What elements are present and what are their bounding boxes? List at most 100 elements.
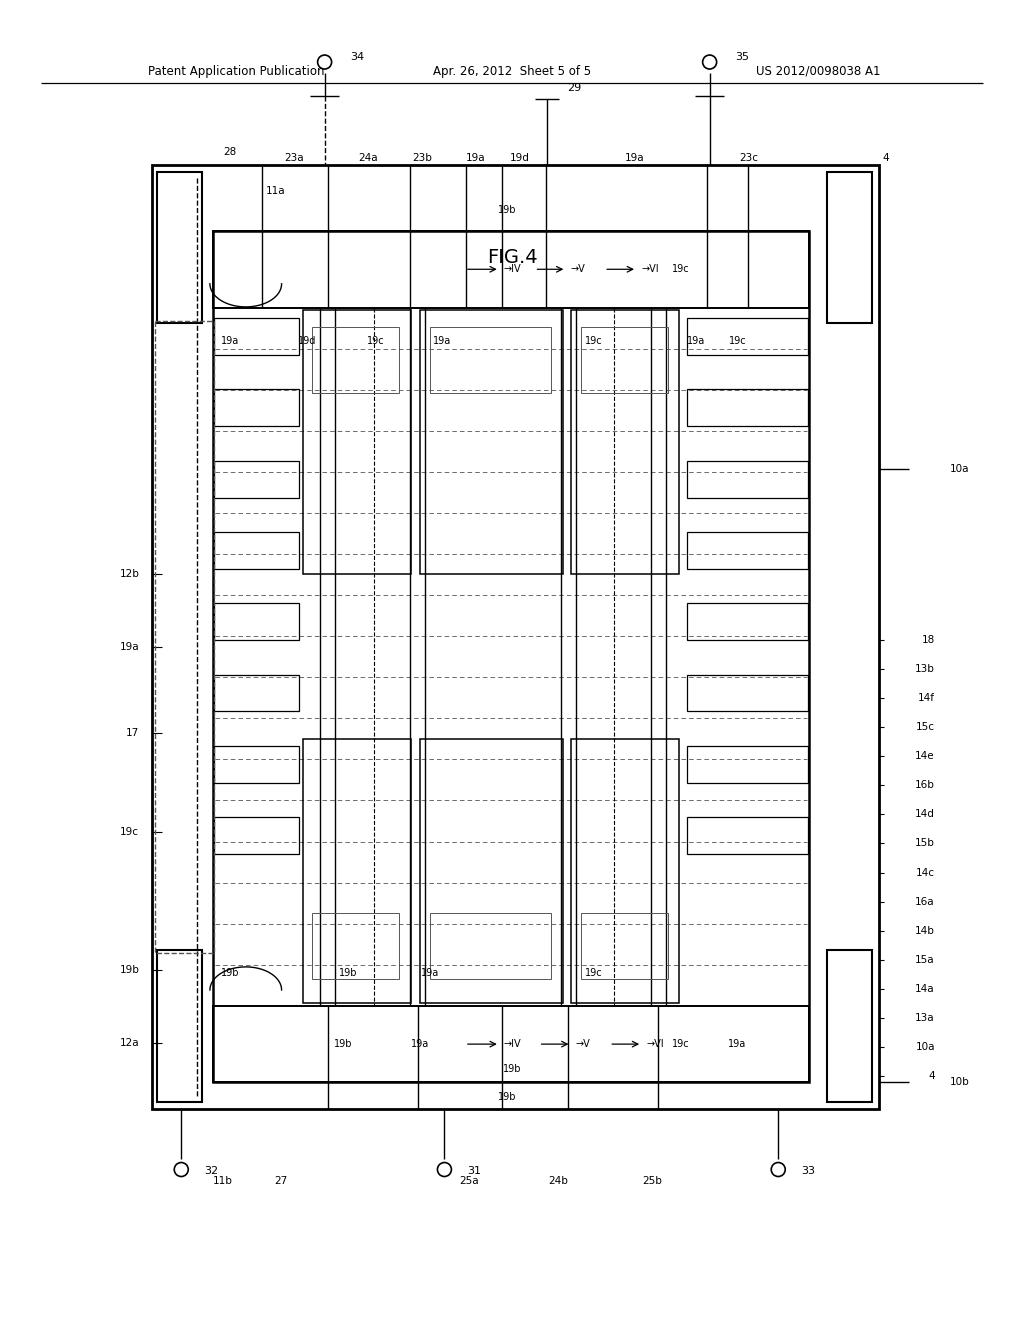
Text: →V: →V bbox=[575, 1039, 590, 1049]
Text: 14a: 14a bbox=[915, 983, 935, 994]
Bar bbox=[214, 675, 299, 711]
Text: 32: 32 bbox=[204, 1166, 218, 1176]
Text: →VI: →VI bbox=[646, 1039, 664, 1049]
Bar bbox=[214, 318, 299, 355]
Text: 12a: 12a bbox=[120, 1038, 139, 1048]
Bar bbox=[303, 739, 411, 1003]
Text: 19b: 19b bbox=[498, 1092, 516, 1102]
Bar bbox=[214, 603, 299, 640]
Text: 14f: 14f bbox=[918, 693, 935, 704]
Text: 24a: 24a bbox=[358, 153, 378, 164]
Bar bbox=[152, 165, 879, 1109]
Text: 12b: 12b bbox=[120, 569, 139, 579]
Text: 19b: 19b bbox=[221, 968, 240, 978]
Bar bbox=[687, 746, 808, 783]
Text: 16b: 16b bbox=[915, 780, 935, 791]
Text: 14e: 14e bbox=[915, 751, 935, 762]
Text: 19a: 19a bbox=[421, 968, 439, 978]
Bar bbox=[571, 739, 679, 1003]
Text: 13b: 13b bbox=[915, 664, 935, 675]
Bar bbox=[687, 318, 808, 355]
Bar bbox=[157, 950, 202, 1102]
Bar bbox=[214, 746, 299, 783]
Bar bbox=[687, 817, 808, 854]
Text: 31: 31 bbox=[467, 1166, 481, 1176]
Text: 33: 33 bbox=[801, 1166, 815, 1176]
Text: 15c: 15c bbox=[915, 722, 935, 733]
Text: 19a: 19a bbox=[466, 153, 485, 164]
Text: 14c: 14c bbox=[915, 867, 935, 878]
Bar bbox=[420, 739, 563, 1003]
Bar bbox=[687, 389, 808, 426]
Text: 28: 28 bbox=[223, 147, 237, 157]
Bar bbox=[420, 310, 563, 574]
Text: 18: 18 bbox=[922, 635, 935, 645]
Bar bbox=[214, 389, 299, 426]
Text: 19c: 19c bbox=[585, 335, 603, 346]
Bar bbox=[214, 817, 299, 854]
Text: 19a: 19a bbox=[120, 642, 139, 652]
Text: 19a: 19a bbox=[221, 335, 240, 346]
Text: 19d: 19d bbox=[298, 335, 316, 346]
Text: 19c: 19c bbox=[120, 826, 139, 837]
Bar bbox=[581, 327, 668, 393]
Bar bbox=[213, 231, 809, 1082]
Text: 19a: 19a bbox=[687, 335, 706, 346]
Bar bbox=[312, 327, 399, 393]
Bar bbox=[571, 310, 679, 574]
Text: →IV: →IV bbox=[504, 1039, 521, 1049]
Text: 19c: 19c bbox=[672, 264, 690, 275]
Bar bbox=[827, 172, 872, 323]
Bar bbox=[581, 913, 668, 979]
Text: 23a: 23a bbox=[285, 153, 304, 164]
Text: 15a: 15a bbox=[915, 954, 935, 965]
Text: 19b: 19b bbox=[498, 205, 516, 215]
Bar bbox=[312, 913, 399, 979]
Text: 17: 17 bbox=[126, 727, 139, 738]
Text: 10b: 10b bbox=[950, 1077, 970, 1088]
Text: 19b: 19b bbox=[339, 968, 357, 978]
Text: 19b: 19b bbox=[334, 1039, 352, 1049]
Text: Patent Application Publication: Patent Application Publication bbox=[148, 65, 325, 78]
Text: 11b: 11b bbox=[213, 1176, 232, 1187]
Bar bbox=[687, 603, 808, 640]
Text: 35: 35 bbox=[735, 51, 750, 62]
Bar bbox=[827, 950, 872, 1102]
Text: 11a: 11a bbox=[266, 186, 286, 197]
Text: 29: 29 bbox=[567, 83, 582, 94]
Text: 16a: 16a bbox=[915, 896, 935, 907]
Text: 4: 4 bbox=[929, 1071, 935, 1081]
Text: 27: 27 bbox=[274, 1176, 288, 1187]
Text: 13a: 13a bbox=[915, 1012, 935, 1023]
Bar bbox=[213, 1006, 809, 1082]
Text: 19b: 19b bbox=[503, 1064, 521, 1074]
Bar bbox=[213, 231, 809, 308]
Text: 25b: 25b bbox=[642, 1176, 662, 1187]
Text: 19a: 19a bbox=[411, 1039, 429, 1049]
Text: 19d: 19d bbox=[510, 153, 529, 164]
Text: 14d: 14d bbox=[915, 809, 935, 820]
Text: 24b: 24b bbox=[548, 1176, 567, 1187]
Text: FIG.4: FIG.4 bbox=[486, 248, 538, 267]
Text: 19a: 19a bbox=[433, 335, 452, 346]
Text: 19c: 19c bbox=[672, 1039, 690, 1049]
Text: →V: →V bbox=[570, 264, 585, 275]
Text: 19a: 19a bbox=[728, 1039, 746, 1049]
Text: 25a: 25a bbox=[459, 1176, 478, 1187]
Text: 14b: 14b bbox=[915, 925, 935, 936]
Text: 15b: 15b bbox=[915, 838, 935, 849]
Bar bbox=[687, 675, 808, 711]
Text: 4: 4 bbox=[883, 153, 889, 164]
Text: →VI: →VI bbox=[641, 264, 658, 275]
Bar bbox=[430, 913, 551, 979]
Bar bbox=[155, 321, 214, 953]
Text: Apr. 26, 2012  Sheet 5 of 5: Apr. 26, 2012 Sheet 5 of 5 bbox=[433, 65, 591, 78]
Text: 19b: 19b bbox=[120, 965, 139, 975]
Bar bbox=[214, 532, 299, 569]
Bar bbox=[430, 327, 551, 393]
Text: →IV: →IV bbox=[504, 264, 521, 275]
Text: 34: 34 bbox=[350, 51, 365, 62]
Text: 10a: 10a bbox=[950, 463, 970, 474]
Bar bbox=[687, 532, 808, 569]
Text: 19c: 19c bbox=[585, 968, 603, 978]
